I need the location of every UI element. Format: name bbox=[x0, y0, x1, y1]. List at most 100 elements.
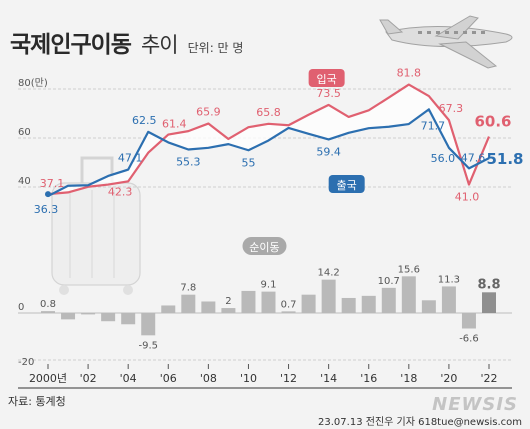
inbound-value-label: 73.5 bbox=[316, 87, 341, 100]
watermark-logo: NEWSIS bbox=[432, 394, 518, 415]
airplane-wing-bottom bbox=[438, 41, 498, 69]
net-series-label: 순이동 bbox=[249, 241, 279, 254]
net-bar bbox=[441, 286, 456, 313]
net-bar bbox=[121, 313, 136, 325]
bar-value-label: 10.7 bbox=[378, 276, 400, 287]
x-tick-label: '16 bbox=[360, 372, 377, 385]
bar-value-label: 0.8 bbox=[40, 299, 56, 310]
net-bar bbox=[101, 313, 116, 322]
airplane-window bbox=[427, 31, 431, 34]
net-bar bbox=[321, 279, 336, 313]
source-text: 자료: 통계청 bbox=[8, 395, 66, 408]
airplane-window bbox=[445, 31, 449, 34]
x-tick-label: '20 bbox=[440, 372, 457, 385]
net-bar bbox=[301, 294, 316, 313]
outbound-value-label: 59.4 bbox=[316, 145, 341, 158]
x-tick-label: '02 bbox=[80, 372, 97, 385]
net-bar bbox=[401, 276, 416, 313]
net-bar bbox=[461, 313, 476, 329]
net-bar bbox=[81, 313, 96, 315]
y-tick-label: 60 bbox=[18, 127, 31, 138]
outbound-badge bbox=[328, 175, 365, 193]
outbound-value-label: 55.3 bbox=[176, 156, 201, 169]
suitcase-handle bbox=[80, 156, 114, 183]
net-bar bbox=[361, 295, 376, 313]
bar-value-label: 15.6 bbox=[398, 264, 420, 275]
y-tick-label: 80(만) bbox=[18, 77, 48, 89]
net-series-badge bbox=[242, 237, 287, 255]
x-tick-label: '18 bbox=[400, 372, 417, 385]
airplane-window bbox=[472, 31, 476, 34]
inbound-value-label: 67.3 bbox=[439, 102, 464, 115]
net-bar bbox=[221, 308, 236, 313]
inbound-value-label: 65.9 bbox=[196, 106, 221, 119]
net-bar bbox=[421, 300, 436, 313]
bar-value-label: -9.5 bbox=[138, 340, 158, 351]
inbound-value-label: 42.3 bbox=[108, 185, 133, 198]
net-bar bbox=[281, 311, 296, 313]
inbound-value-label: 65.8 bbox=[256, 106, 281, 119]
bar-value-label: 8.8 bbox=[477, 277, 500, 292]
inbound-value-label: 37.1 bbox=[40, 177, 65, 190]
bar-value-label: 2 bbox=[225, 296, 231, 307]
inbound-value-label: 81.8 bbox=[397, 67, 422, 80]
airplane-icon bbox=[379, 15, 513, 69]
bar-value-label: 7.8 bbox=[180, 283, 196, 294]
outbound-value-label: 47.1 bbox=[118, 152, 143, 165]
net-bar bbox=[482, 292, 496, 313]
suitcase-wheel bbox=[59, 285, 69, 295]
x-tick-label: 2000년 bbox=[29, 372, 67, 385]
inbound-value-label: 60.6 bbox=[474, 113, 511, 131]
inbound-legend-label: 입국 bbox=[317, 73, 337, 86]
x-tick-label: '04 bbox=[120, 372, 137, 385]
net-bar bbox=[181, 294, 196, 313]
airplane-window bbox=[463, 31, 467, 34]
airplane-window bbox=[454, 31, 458, 34]
outbound-value-label: 47.6 bbox=[461, 151, 486, 164]
net-bar bbox=[381, 287, 396, 313]
outbound-value-label: 62.5 bbox=[132, 114, 157, 127]
chart-subtitle: 추이 bbox=[140, 33, 179, 57]
net-bar bbox=[201, 301, 216, 313]
outbound-value-label: 51.8 bbox=[486, 150, 523, 168]
net-bar bbox=[141, 313, 156, 336]
unit-label: 단위: 만 명 bbox=[187, 41, 244, 55]
chart-title: 국제인구이동 bbox=[10, 32, 132, 58]
inbound-line bbox=[47, 83, 491, 196]
y-tick-label: 40 bbox=[18, 176, 31, 187]
net-bar bbox=[41, 311, 55, 313]
x-tick-label: '12 bbox=[280, 372, 297, 385]
inbound-value-label: 41.0 bbox=[455, 191, 480, 204]
x-tick-label: '06 bbox=[160, 372, 177, 385]
net-bar bbox=[341, 297, 356, 313]
airplane-window bbox=[418, 31, 422, 34]
outbound-value-label: 56.0 bbox=[431, 152, 456, 165]
bar-value-label: 9.1 bbox=[261, 280, 277, 291]
net-bar bbox=[161, 305, 176, 313]
net-bar bbox=[241, 290, 256, 313]
bar-value-label: -6.6 bbox=[459, 334, 479, 345]
credit-text: 23.07.13 전진우 기자 618tue@newsis.com bbox=[318, 417, 522, 428]
outbound-value-label: 36.3 bbox=[34, 203, 59, 216]
x-tick-label: '10 bbox=[240, 372, 257, 385]
suitcase-wheel bbox=[123, 285, 133, 295]
airplane-tail bbox=[379, 19, 404, 35]
outbound-value-label: 71.7 bbox=[421, 119, 446, 132]
inbound-badge bbox=[308, 69, 345, 87]
bar-value-label: 14.2 bbox=[318, 268, 340, 279]
inbound-value-label: 61.4 bbox=[162, 118, 187, 131]
airplane-window bbox=[481, 31, 485, 34]
x-tick-label: '14 bbox=[320, 372, 337, 385]
bar-value-label: 0.7 bbox=[281, 299, 297, 310]
net-bar bbox=[261, 291, 276, 313]
net-bar bbox=[61, 313, 76, 320]
outbound-value-label: 55 bbox=[241, 156, 255, 169]
bar-value-label: 11.3 bbox=[438, 274, 460, 285]
outbound-legend-label: 출국 bbox=[337, 179, 357, 192]
outbound-line bbox=[47, 108, 490, 198]
x-tick-label: '22 bbox=[480, 372, 497, 385]
suitcase-icon bbox=[51, 156, 141, 295]
title-row: 국제인구이동 추이 단위: 만 명 bbox=[10, 25, 243, 59]
